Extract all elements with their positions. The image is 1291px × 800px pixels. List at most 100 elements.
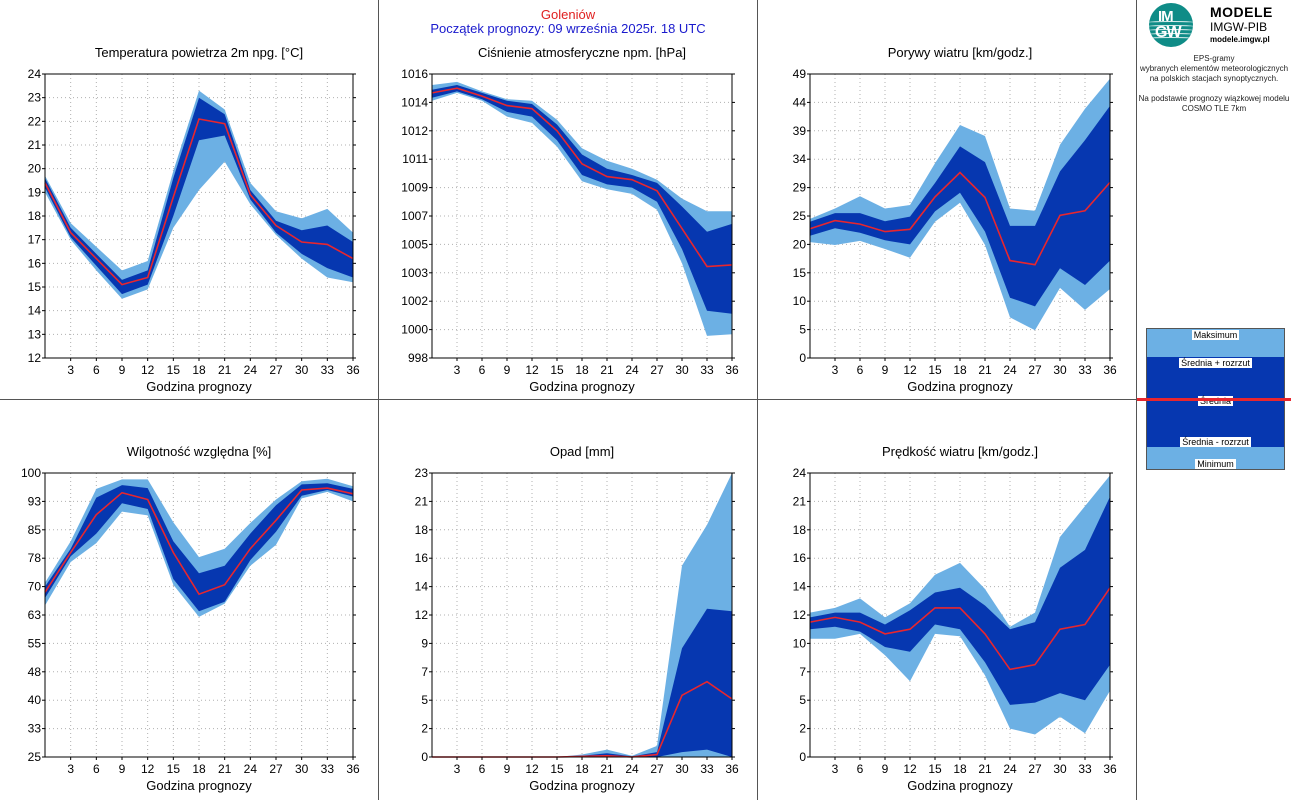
band-mean-spread bbox=[432, 85, 732, 314]
x-tick-label: 36 bbox=[1103, 762, 1117, 776]
panel-divider bbox=[1136, 0, 1137, 800]
y-tick-label: 1014 bbox=[401, 95, 428, 109]
y-tick-label: 39 bbox=[793, 124, 807, 138]
band-mean-spread bbox=[810, 105, 1110, 307]
x-tick-label: 24 bbox=[244, 363, 258, 377]
band-mean-spread bbox=[45, 97, 353, 295]
x-tick-label: 9 bbox=[882, 363, 889, 377]
x-tick-label: 33 bbox=[700, 363, 714, 377]
panel-divider bbox=[378, 0, 379, 800]
sidebar: IM GW MODELE IMGW-PIB modele.imgw.pl EPS… bbox=[1137, 0, 1291, 800]
x-tick-label: 18 bbox=[575, 363, 589, 377]
chart-title: Ciśnienie atmosferyczne npm. [hPa] bbox=[478, 45, 686, 60]
x-tick-label: 33 bbox=[1078, 762, 1092, 776]
y-tick-label: 15 bbox=[28, 280, 42, 294]
y-tick-label: 14 bbox=[793, 580, 807, 594]
x-tick-label: 12 bbox=[141, 762, 155, 776]
y-tick-label: 0 bbox=[421, 750, 428, 764]
x-tick-label: 6 bbox=[93, 363, 100, 377]
y-tick-label: 16 bbox=[28, 256, 42, 270]
y-tick-label: 10 bbox=[793, 294, 807, 308]
band-mean-spread bbox=[45, 483, 353, 612]
x-tick-label: 21 bbox=[218, 363, 232, 377]
y-tick-label: 22 bbox=[28, 114, 42, 128]
y-tick-label: 18 bbox=[28, 209, 42, 223]
x-tick-label: 3 bbox=[832, 363, 839, 377]
x-tick-label: 6 bbox=[857, 762, 864, 776]
x-tick-label: 6 bbox=[93, 762, 100, 776]
chart-title: Wilgotność względna [%] bbox=[127, 444, 272, 459]
brand-url[interactable]: modele.imgw.pl bbox=[1210, 35, 1270, 44]
station-name: Goleniów bbox=[540, 7, 596, 22]
x-tick-label: 24 bbox=[1003, 762, 1017, 776]
y-tick-label: 1016 bbox=[401, 67, 428, 81]
y-tick-label: 24 bbox=[793, 466, 807, 480]
y-tick-label: 23 bbox=[415, 466, 429, 480]
brand-title: MODELE bbox=[1210, 4, 1273, 20]
x-tick-label: 9 bbox=[504, 762, 511, 776]
legend-mean-line bbox=[1137, 398, 1291, 401]
chart-title: Temperatura powietrza 2m npg. [°C] bbox=[95, 45, 303, 60]
x-tick-label: 15 bbox=[167, 363, 181, 377]
x-tick-label: 15 bbox=[928, 762, 942, 776]
legend-mean: Średnia bbox=[1197, 396, 1234, 406]
x-tick-label: 24 bbox=[625, 363, 639, 377]
y-tick-label: 25 bbox=[28, 750, 42, 764]
x-tick-label: 12 bbox=[141, 363, 155, 377]
x-tick-label: 9 bbox=[882, 762, 889, 776]
y-tick-label: 63 bbox=[28, 608, 42, 622]
y-tick-label: 93 bbox=[28, 494, 42, 508]
x-tick-label: 36 bbox=[725, 762, 739, 776]
x-tick-label: 24 bbox=[244, 762, 258, 776]
imgw-logo: IM GW MODELE IMGW-PIB modele.imgw.pl bbox=[1145, 2, 1285, 47]
y-tick-label: 2 bbox=[799, 722, 806, 736]
y-tick-label: 1011 bbox=[402, 152, 428, 166]
y-tick-label: 2 bbox=[421, 722, 428, 736]
y-tick-label: 18 bbox=[793, 523, 807, 537]
y-tick-label: 16 bbox=[415, 551, 429, 565]
y-tick-label: 24 bbox=[28, 67, 42, 81]
y-tick-label: 55 bbox=[28, 636, 42, 650]
x-tick-label: 36 bbox=[725, 363, 739, 377]
band-min-max bbox=[432, 81, 732, 336]
y-tick-label: 1000 bbox=[401, 323, 428, 337]
legend: Maksimum Średnia + rozrzut Średnia Średn… bbox=[1146, 328, 1285, 470]
x-tick-label: 15 bbox=[550, 762, 564, 776]
x-tick-label: 30 bbox=[675, 762, 689, 776]
chart-title: Porywy wiatru [km/godz.] bbox=[888, 45, 1033, 60]
x-tick-label: 36 bbox=[346, 762, 360, 776]
y-tick-label: 34 bbox=[793, 152, 807, 166]
chart-panel: 998 1000 1002 1003 1005 1007 1009 1011 1012 1014 1… bbox=[401, 45, 739, 394]
x-tick-label: 6 bbox=[479, 762, 486, 776]
x-axis-label: Godzina prognozy bbox=[146, 778, 252, 793]
y-tick-label: 70 bbox=[28, 580, 42, 594]
x-tick-label: 33 bbox=[321, 363, 335, 377]
y-tick-label: 998 bbox=[408, 351, 428, 365]
y-tick-label: 18 bbox=[415, 523, 429, 537]
y-tick-label: 9 bbox=[421, 636, 428, 650]
y-tick-label: 19 bbox=[28, 185, 42, 199]
x-tick-label: 27 bbox=[1028, 363, 1042, 377]
y-tick-label: 0 bbox=[799, 750, 806, 764]
x-tick-label: 9 bbox=[119, 762, 126, 776]
imgw-logo-icon: IM GW bbox=[1149, 3, 1193, 47]
legend-max: Maksimum bbox=[1191, 330, 1240, 340]
mean-line bbox=[44, 118, 354, 286]
y-tick-label: 21 bbox=[793, 494, 807, 508]
y-tick-label: 7 bbox=[799, 665, 806, 679]
y-tick-label: 21 bbox=[28, 138, 42, 152]
x-tick-label: 6 bbox=[857, 363, 864, 377]
y-tick-label: 10 bbox=[793, 636, 807, 650]
x-tick-label: 12 bbox=[903, 363, 917, 377]
x-tick-label: 33 bbox=[321, 762, 335, 776]
x-tick-label: 3 bbox=[67, 363, 74, 377]
x-tick-label: 27 bbox=[1028, 762, 1042, 776]
y-tick-label: 1012 bbox=[401, 124, 428, 138]
x-tick-label: 21 bbox=[218, 762, 232, 776]
x-axis-label: Godzina prognozy bbox=[529, 379, 635, 394]
x-tick-label: 15 bbox=[167, 762, 181, 776]
x-tick-label: 27 bbox=[269, 762, 283, 776]
